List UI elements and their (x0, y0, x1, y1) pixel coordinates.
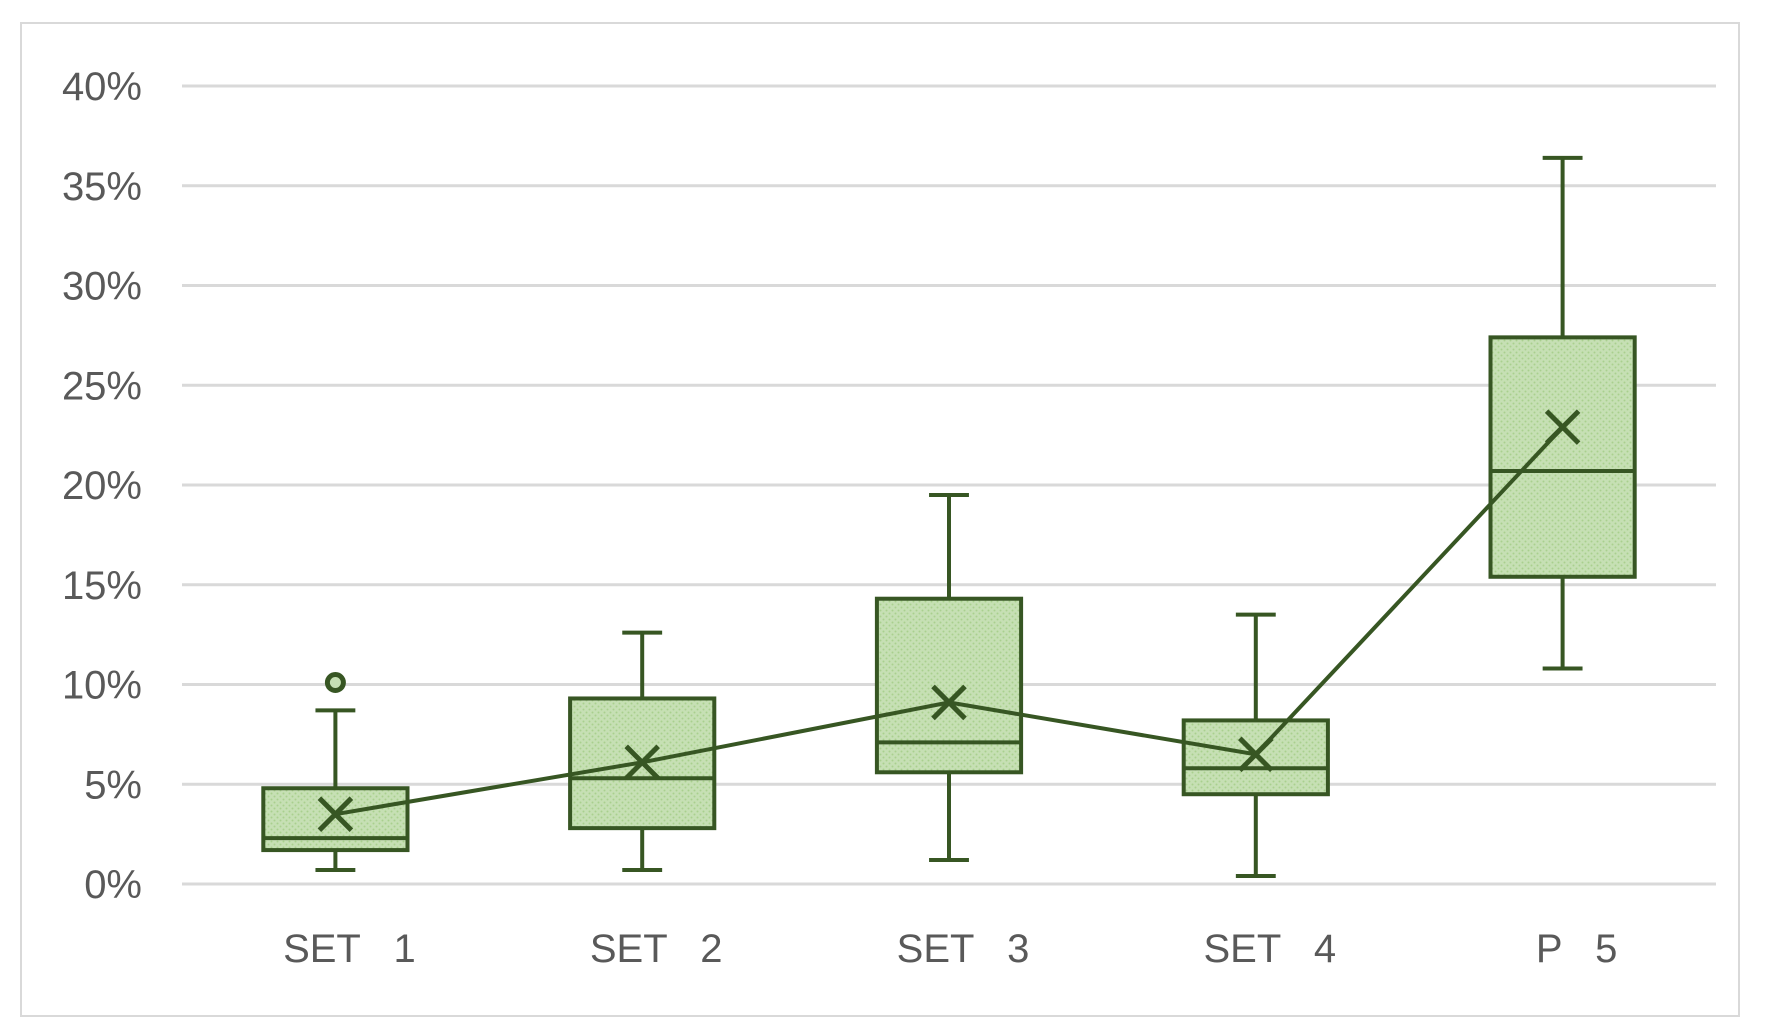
mean-marker (624, 744, 660, 781)
box-5 (1488, 155, 1637, 671)
iqr-box (874, 596, 1024, 775)
mean-marker-stroke (317, 796, 354, 832)
gridlines (182, 84, 1716, 886)
y-tick-label: 25% (62, 364, 142, 408)
outlier-point (324, 672, 346, 694)
category-label: SET 4 (1203, 927, 1336, 971)
y-tick-label: 15% (62, 564, 142, 608)
y-tick-label: 5% (84, 763, 142, 807)
mean-marker (317, 796, 354, 832)
y-tick-label: 0% (84, 863, 142, 907)
mean-marker-stroke (624, 744, 660, 781)
category-label: SET 1 (283, 927, 416, 971)
mean-marker (1238, 736, 1274, 773)
category-label: SET 3 (897, 927, 1030, 971)
y-tick-label: 10% (62, 664, 142, 708)
mean-marker-stroke (1544, 409, 1581, 445)
mean-marker-stroke (1238, 736, 1274, 773)
category-label: SET 2 (590, 927, 723, 971)
mean-marker (931, 684, 967, 721)
box-1 (261, 672, 410, 873)
iqr-box (1488, 335, 1637, 579)
iqr-box (261, 786, 410, 853)
y-tick-label: 35% (62, 165, 142, 209)
boxes (261, 155, 1637, 879)
mean-line-layer (317, 409, 1581, 832)
x-axis-category-labels: SET 1 SET 2 SET 3 SET 4 P 5 (283, 927, 1617, 971)
y-axis-tick-labels: 0% 5% 10% 15% 20% 25% 30% 35% 40% (62, 65, 142, 907)
category-label: P 5 (1536, 927, 1618, 971)
y-tick-label: 20% (62, 464, 142, 508)
y-tick-label: 40% (62, 65, 142, 109)
mean-marker (1544, 409, 1581, 445)
y-tick-label: 30% (62, 265, 142, 309)
mean-marker-stroke (931, 684, 967, 721)
box-3 (874, 492, 1024, 863)
